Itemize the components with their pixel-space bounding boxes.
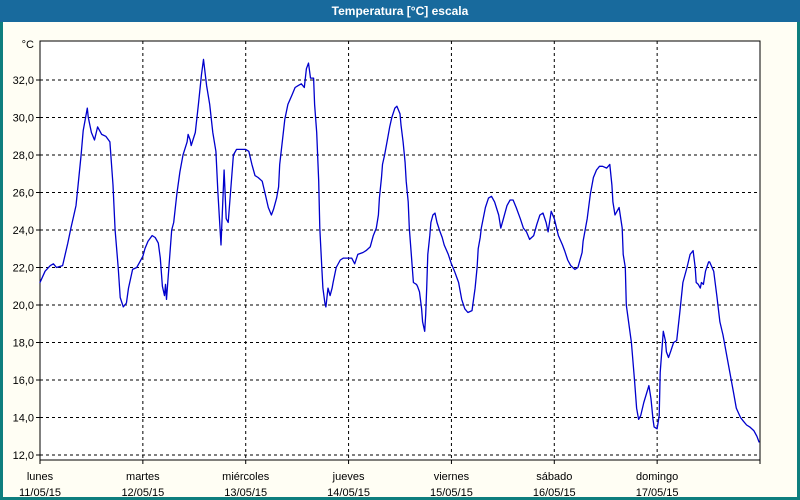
plot-area (40, 41, 760, 460)
y-tick-label: 30,0 (13, 113, 34, 125)
y-tick-label: 28,0 (13, 150, 34, 162)
y-tick-label: 26,0 (13, 188, 34, 200)
x-day-name-label: miércoles (222, 471, 270, 483)
x-day-date-label: 17/05/15 (636, 487, 679, 499)
temperature-chart: 32,0 30,0 28,0 26,0 24,0 22,0 20,0 18,0 16,0 14,0… (13, 39, 761, 499)
y-tick-label: 20,0 (13, 300, 34, 312)
x-day-name-label: martes (126, 471, 160, 483)
plot-border (39, 40, 761, 461)
x-day-name-label: jueves (332, 471, 365, 483)
x-day-date-label: 16/05/15 (533, 487, 576, 499)
x-day-date-label: 12/05/15 (121, 487, 164, 499)
x-day-date-label: 15/05/15 (430, 487, 473, 499)
y-tick-label: 18,0 (13, 338, 34, 350)
x-day-date-label: 14/05/15 (327, 487, 370, 499)
y-tick-label: 22,0 (13, 263, 34, 275)
window-title: Temperatura [°C] escala (331, 4, 469, 18)
y-tick-label: 14,0 (13, 413, 34, 425)
x-day-date-label: 11/05/15 (19, 487, 61, 499)
x-day-name-label: domingo (636, 471, 678, 483)
x-day-name-label: lunes (27, 471, 54, 483)
temperature-line (39, 58, 760, 443)
y-tick-label: 12,0 (13, 450, 34, 462)
window-border-bottom (0, 497, 800, 500)
x-day-name-label: viernes (434, 471, 470, 483)
title-bar: Temperatura [°C] escala (0, 0, 800, 22)
x-day-name-label: sábado (536, 471, 572, 483)
window-border-left (0, 22, 3, 500)
x-day-date-label: 13/05/15 (224, 487, 267, 499)
y-tick-label: 16,0 (13, 375, 34, 387)
y-axis-unit-label: °C (22, 39, 34, 51)
window-border-right (797, 22, 800, 500)
y-tick-label: 24,0 (13, 225, 34, 237)
y-tick-label: 32,0 (13, 75, 34, 87)
